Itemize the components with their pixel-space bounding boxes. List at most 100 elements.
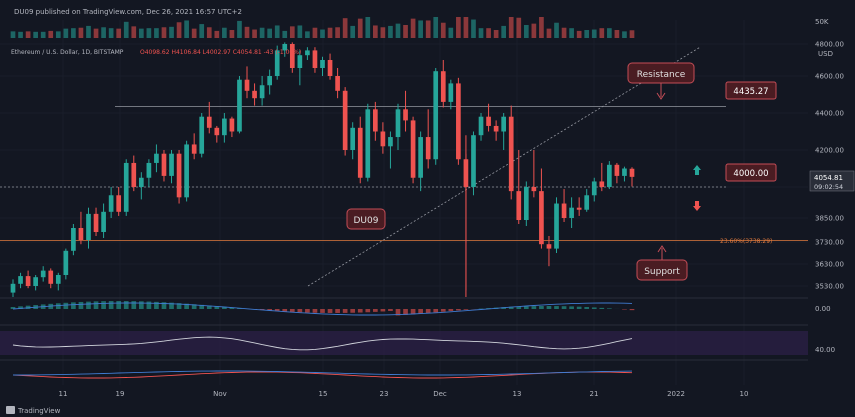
volume-bar xyxy=(289,26,295,38)
candle-body xyxy=(123,162,129,212)
price-tick-label: 3850.00 xyxy=(815,215,844,223)
volume-bar xyxy=(357,18,363,38)
price-tick-label: 4200.00 xyxy=(815,147,844,155)
macd-bar xyxy=(607,308,612,309)
price-tick-label: 4600.00 xyxy=(815,73,844,81)
volume-bar xyxy=(86,25,91,38)
macd-bar xyxy=(395,309,401,316)
volume-bar xyxy=(486,28,491,38)
candle-body xyxy=(305,50,310,56)
svg-text:4435.27: 4435.27 xyxy=(733,87,768,97)
macd-bar xyxy=(576,306,582,309)
candle-body xyxy=(10,283,16,293)
macd-bar xyxy=(448,309,454,312)
volume-bar xyxy=(282,30,288,38)
macd-bar xyxy=(425,309,431,314)
volume-bar xyxy=(365,17,371,38)
macd-bar xyxy=(123,301,129,309)
macd-bar xyxy=(282,309,288,312)
candle-body xyxy=(229,118,235,132)
macd-bar xyxy=(78,301,84,309)
macd-bar xyxy=(350,309,356,313)
candle-body xyxy=(48,270,54,284)
symbol-line: Ethereum / U.S. Dollar, 1D, BITSTAMP xyxy=(11,49,124,56)
candle-body xyxy=(584,195,590,210)
macd-bar xyxy=(388,309,393,311)
macd-bar xyxy=(93,301,99,309)
time-tick-label: 11 xyxy=(59,390,68,398)
candle-body xyxy=(410,120,416,178)
candle-body xyxy=(86,213,91,240)
volume-bar xyxy=(433,17,439,38)
candle-body xyxy=(63,250,69,275)
candle-body xyxy=(297,55,303,68)
price-tick-label: 3630.00 xyxy=(815,261,844,269)
candle-body xyxy=(199,116,205,154)
resistance-callout: Resistance xyxy=(627,62,695,100)
candle-body xyxy=(335,76,340,91)
candle-body xyxy=(161,153,167,176)
macd-bar xyxy=(184,303,189,309)
macd-bar xyxy=(176,303,182,309)
macd-bar xyxy=(55,303,61,309)
volume-bars xyxy=(10,17,635,38)
ohlc-line: O4098.62 H4106.84 L4002.97 C4054.81 -43 … xyxy=(140,49,301,56)
lower-signal-line xyxy=(13,370,633,376)
macd-bar xyxy=(622,309,627,310)
tradingview-logo-icon xyxy=(6,406,15,414)
volume-bar xyxy=(539,17,544,38)
candle-body xyxy=(614,164,620,176)
candle-body xyxy=(55,275,61,284)
macd-bar xyxy=(456,309,461,311)
volume-bar xyxy=(531,23,537,38)
time-tick-label: 15 xyxy=(319,390,328,398)
price-axis[interactable] xyxy=(808,0,855,388)
candle-body xyxy=(622,168,627,176)
candle-body xyxy=(176,153,182,198)
macd-bar xyxy=(10,307,16,309)
macd-bar xyxy=(86,301,91,309)
candle-body xyxy=(93,213,99,232)
fib-label: 23.60%(3738.29) xyxy=(720,238,772,245)
candle-body xyxy=(554,203,559,249)
macd-bar xyxy=(516,306,522,309)
candle-body xyxy=(312,50,318,68)
candle-body xyxy=(40,270,46,278)
candle-body xyxy=(373,109,378,132)
macd-bar xyxy=(561,306,567,309)
volume-bar xyxy=(508,17,514,38)
macd-bar xyxy=(403,309,408,315)
macd-bar xyxy=(380,309,386,312)
candle-body xyxy=(320,60,325,68)
volume-bar xyxy=(116,28,122,38)
candle-body xyxy=(388,137,393,147)
support-mid-label: 4000.00 xyxy=(725,163,777,182)
candle-body xyxy=(516,191,522,220)
candle-body xyxy=(101,211,106,232)
volume-bar xyxy=(546,28,552,38)
volume-top-label: 50K xyxy=(815,18,829,26)
candle-body xyxy=(629,168,635,177)
macd-bar xyxy=(312,309,318,313)
macd-bar xyxy=(327,309,333,313)
volume-bar xyxy=(523,25,529,38)
volume-bar xyxy=(259,27,265,38)
volume-bar xyxy=(463,17,469,38)
support-callout: Support xyxy=(636,245,688,281)
candle-body xyxy=(116,195,122,212)
countdown-label: 09:02:54 xyxy=(814,183,843,191)
volume-bar xyxy=(380,27,386,38)
time-tick-label: 13 xyxy=(513,390,522,398)
volume-bar xyxy=(108,28,114,38)
candle-body xyxy=(539,191,544,245)
candle-body xyxy=(274,50,280,76)
volume-bar xyxy=(214,30,220,38)
volume-bar xyxy=(101,27,106,38)
macd-bar xyxy=(297,309,303,313)
candle-body xyxy=(508,116,514,192)
volume-bar xyxy=(388,25,393,38)
volume-bar xyxy=(154,28,159,38)
macd-bar xyxy=(554,306,559,309)
macd-bar xyxy=(418,309,423,314)
